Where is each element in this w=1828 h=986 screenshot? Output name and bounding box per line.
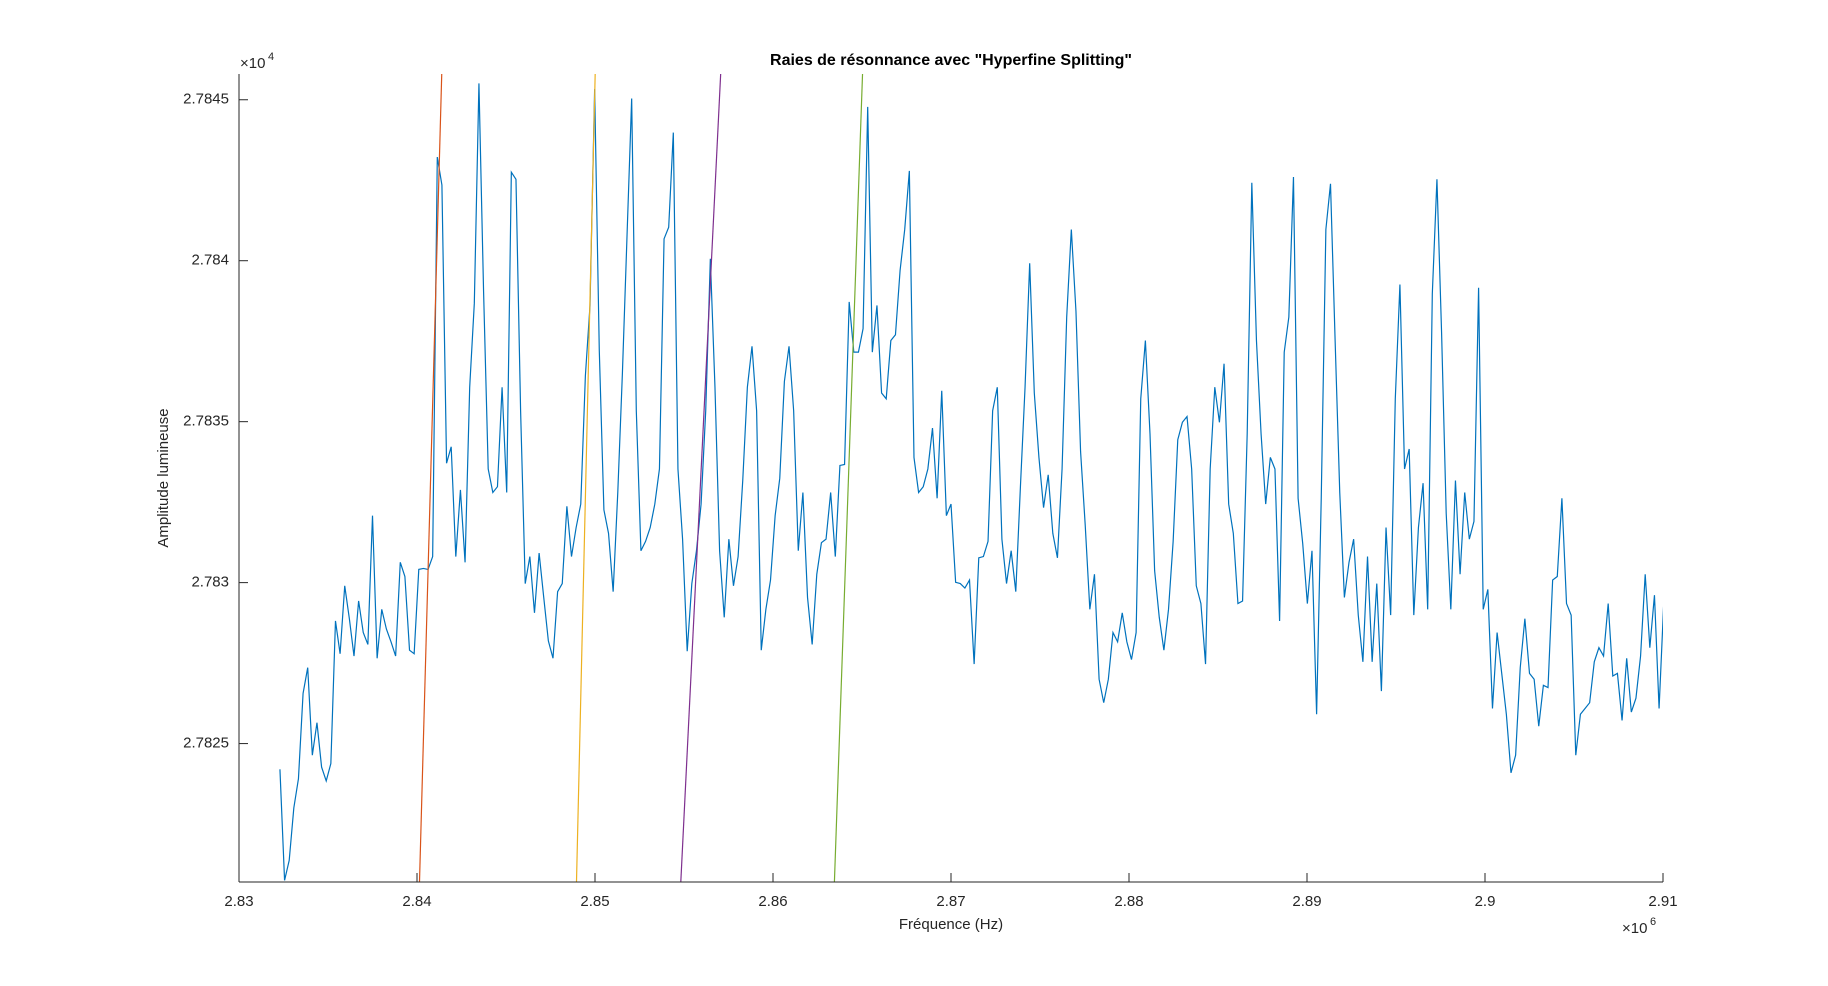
y-axis-label: Amplitude lumineuse (155, 408, 172, 547)
y-scale-power: 4 (268, 51, 274, 63)
x-tick-label: 2.83 (224, 893, 253, 910)
x-tick-label: 2.87 (936, 893, 965, 910)
data-line (575, 74, 596, 882)
y-scale-base: ×10 (240, 55, 265, 72)
data-line (680, 74, 722, 882)
y-tick-label: 2.7835 (183, 413, 229, 430)
y-tick-label: 2.784 (191, 252, 229, 269)
y-tick-label: 2.7825 (183, 735, 229, 752)
x-tick-label: 2.88 (1114, 893, 1143, 910)
x-axis-label: Fréquence (Hz) (899, 916, 1003, 933)
chart-title: Raies de résonnance avec "Hyperfine Spli… (770, 52, 1132, 69)
x-scale-base: ×10 (1622, 920, 1647, 937)
x-tick-label: 2.89 (1292, 893, 1321, 910)
plot-area (279, 74, 1663, 882)
y-tick-label: 2.783 (191, 574, 229, 591)
x-tick-label: 2.84 (402, 893, 431, 910)
data-line (418, 74, 443, 882)
x-tick-label: 2.9 (1475, 893, 1496, 910)
x-tick-label: 2.85 (580, 893, 609, 910)
data-line (279, 83, 1663, 881)
x-scale-power: 6 (1650, 916, 1656, 928)
y-tick-label: 2.7845 (183, 91, 229, 108)
x-tick-label: 2.86 (758, 893, 787, 910)
data-line (833, 74, 864, 882)
x-tick-label: 2.91 (1648, 893, 1677, 910)
